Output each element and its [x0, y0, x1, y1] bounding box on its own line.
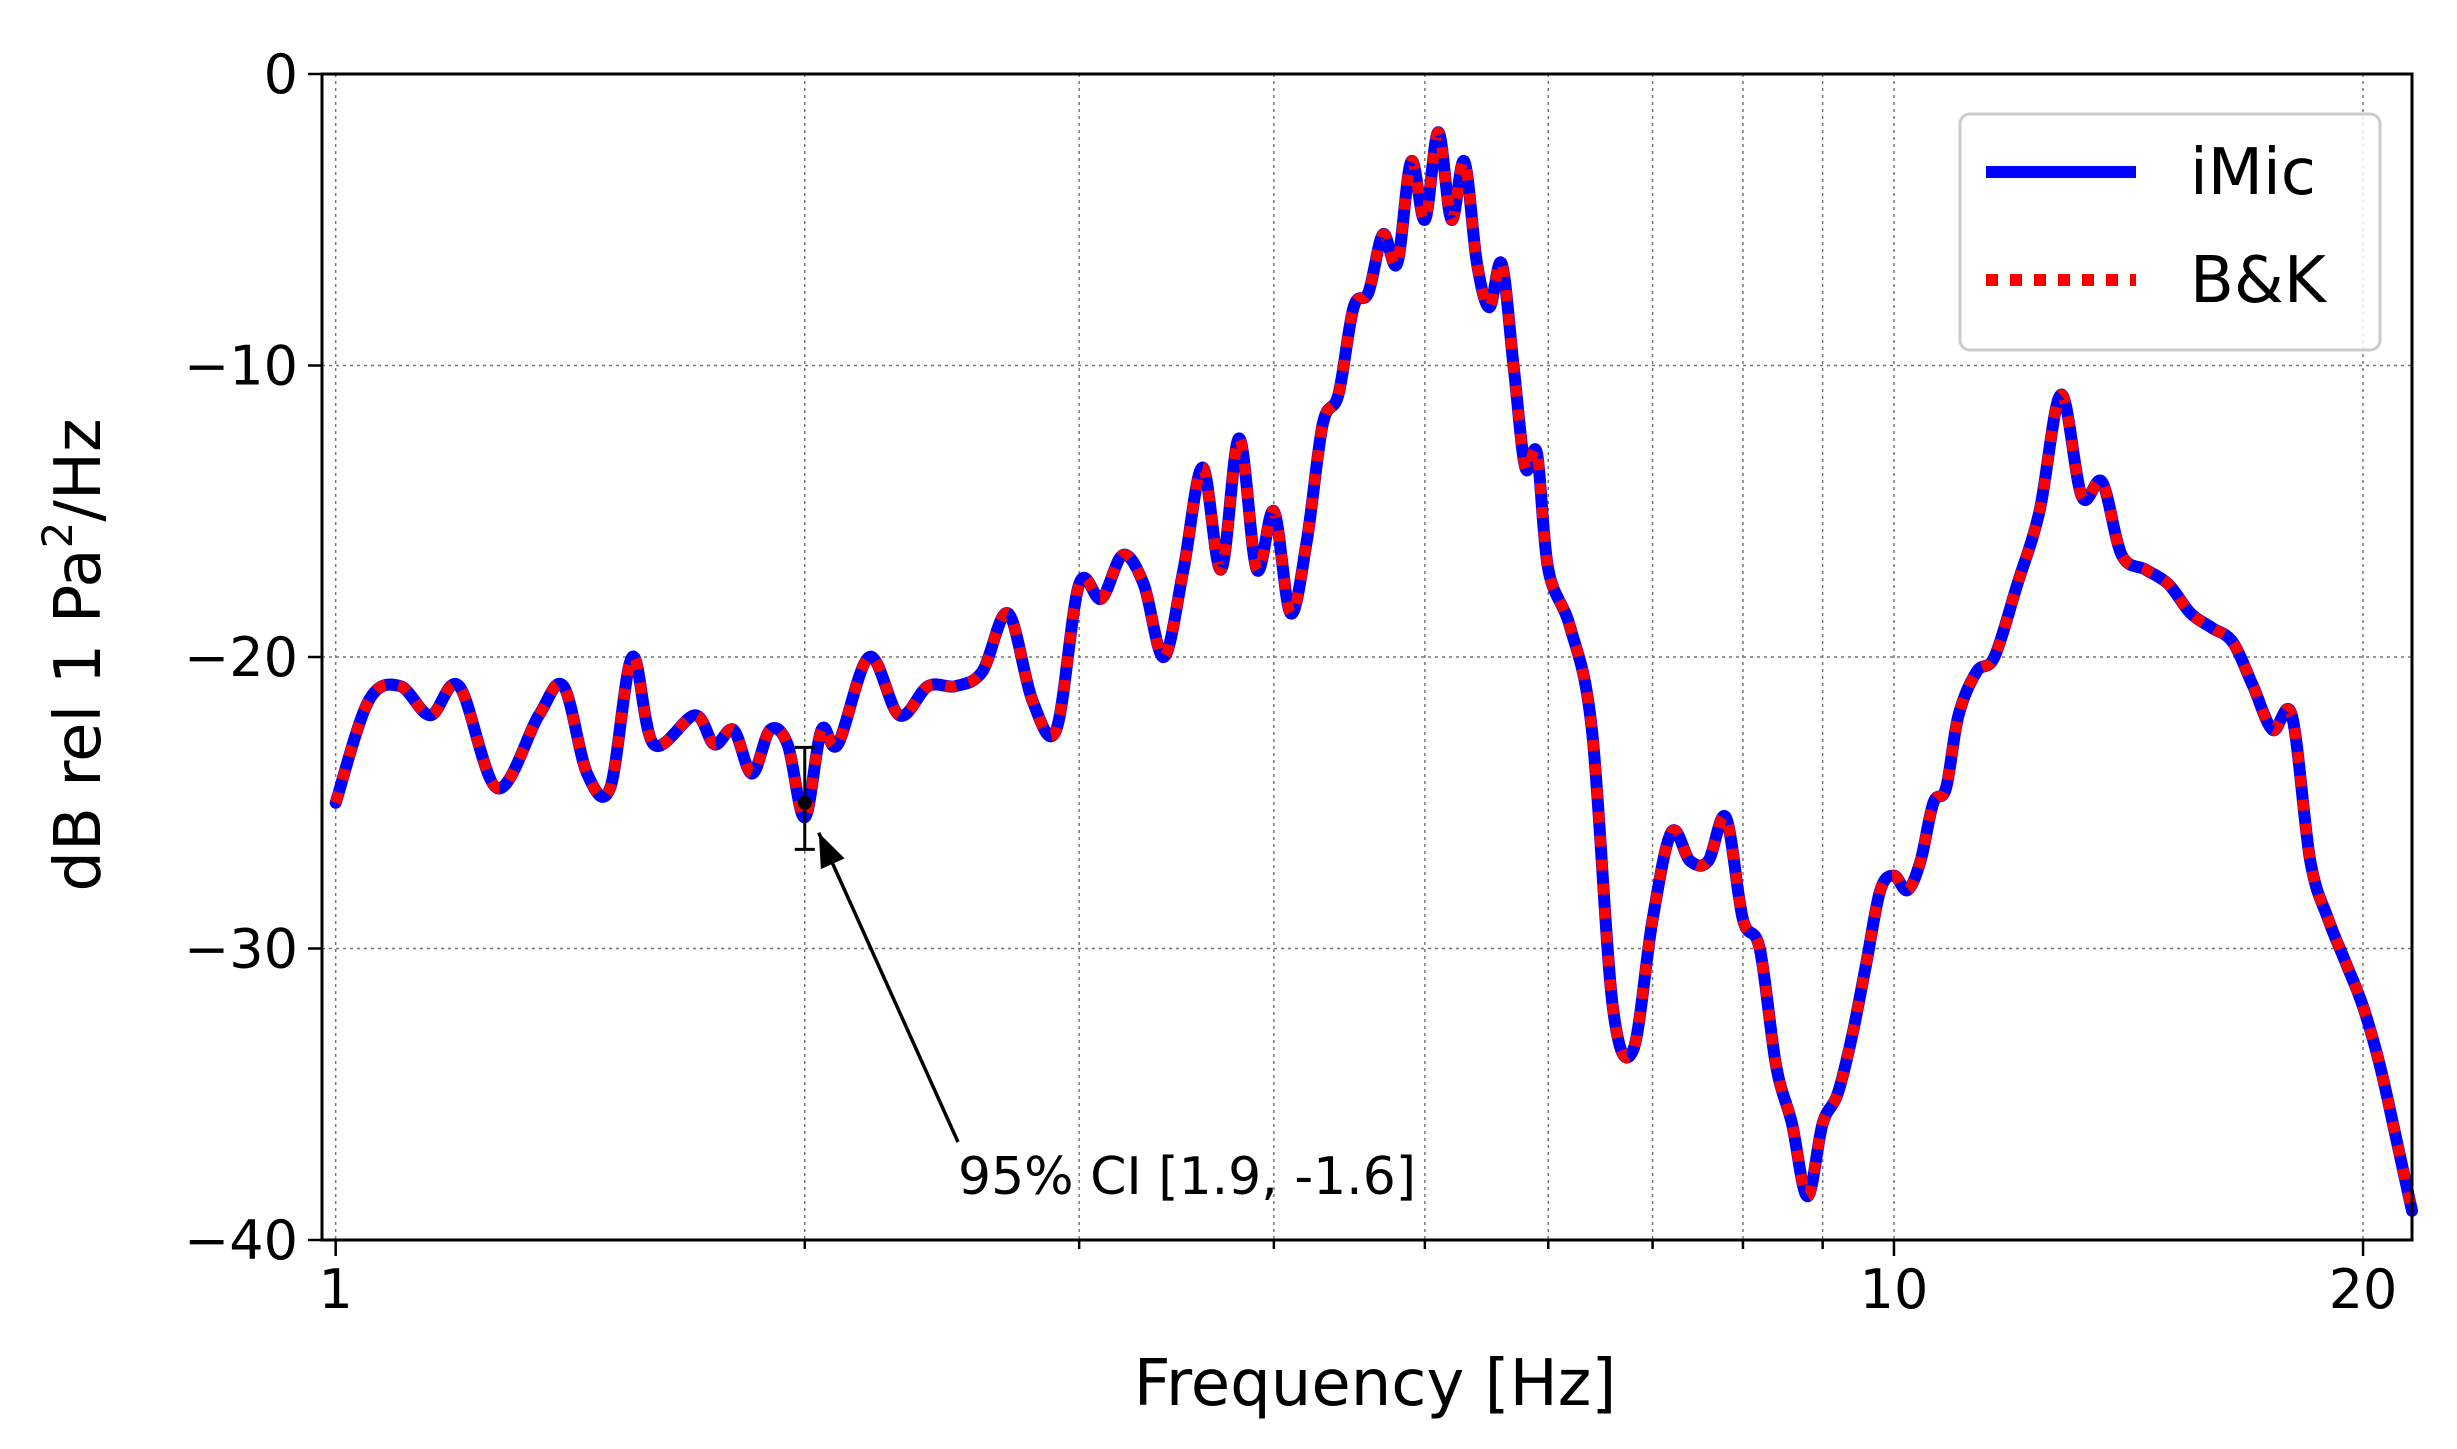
y-tick-label: −20 — [184, 626, 298, 689]
series-layer — [329, 126, 2418, 1217]
y-axis-label-main: dB rel 1 Pa — [42, 548, 116, 891]
series-line-bk — [330, 126, 2418, 1212]
y-tick-label: −30 — [184, 918, 298, 981]
annotation-arrow — [817, 832, 960, 1143]
y-axis-label-tail: /Hz — [42, 418, 116, 521]
legend: iMic B&K — [1958, 112, 2382, 352]
x-tick-label: 1 — [318, 1258, 352, 1321]
annotation: 95% CI [1.9, -1.6] — [794, 745, 1416, 1207]
ci-point — [797, 795, 812, 810]
legend-label-bk: B&K — [2190, 244, 2328, 318]
y-axis-label: dB rel 1 Pa2/Hz — [33, 418, 116, 891]
ticks: 1 10 20 0 −10 −20 −30 −40 — [184, 43, 2397, 1321]
legend-label-imic: iMic — [2190, 136, 2316, 210]
y-tick-label: 0 — [264, 43, 298, 106]
annotation-arrowhead — [818, 832, 845, 870]
y-tick-label: −40 — [184, 1209, 298, 1272]
y-tick-label: −10 — [184, 335, 298, 398]
x-axis-label: Frequency [Hz] — [1134, 1347, 1617, 1421]
annotation-label: 95% CI [1.9, -1.6] — [958, 1147, 1416, 1207]
y-axis-label-sup: 2 — [33, 522, 82, 549]
x-tick-label: 20 — [2329, 1258, 2398, 1321]
x-tick-label: 10 — [1860, 1258, 1929, 1321]
